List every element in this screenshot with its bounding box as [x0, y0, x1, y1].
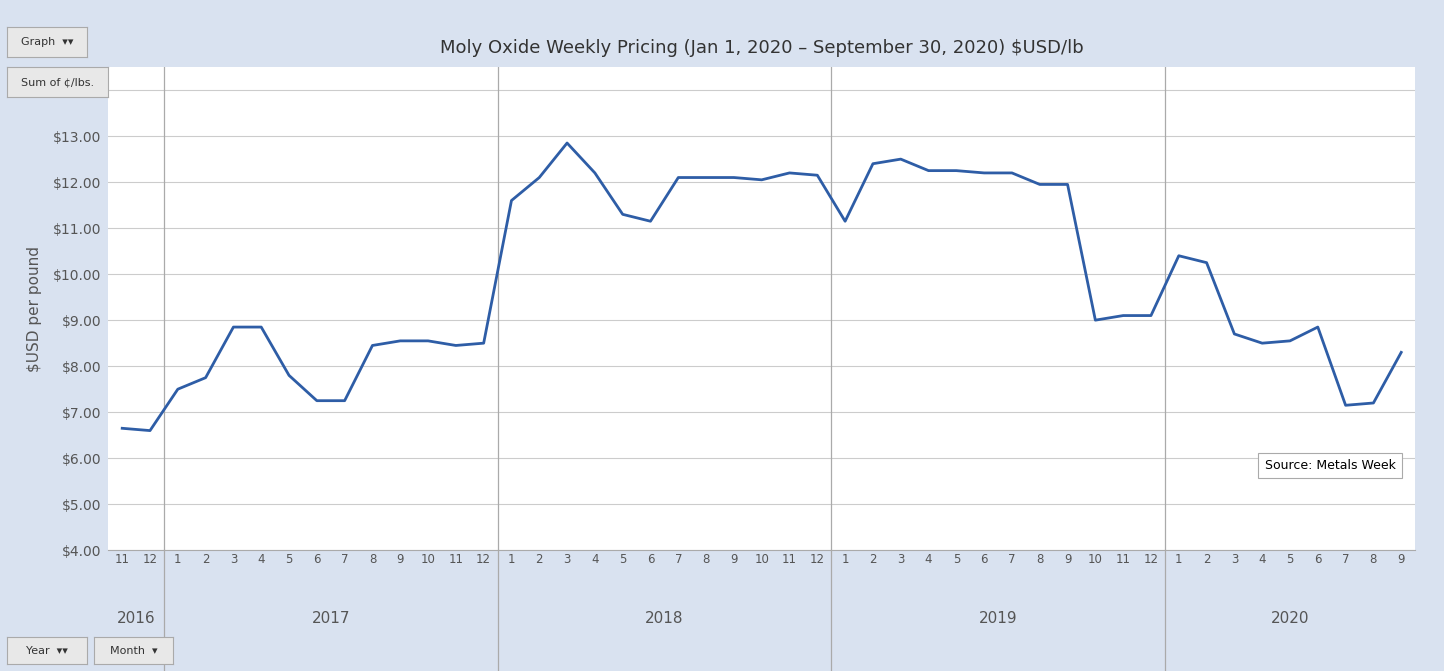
Text: 2018: 2018: [645, 611, 683, 625]
Text: Year  ▾▾: Year ▾▾: [26, 646, 68, 656]
Title: Moly Oxide Weekly Pricing (Jan 1, 2020 – September 30, 2020) $USD/lb: Moly Oxide Weekly Pricing (Jan 1, 2020 –…: [440, 39, 1083, 57]
Text: 2020: 2020: [1271, 611, 1310, 625]
Y-axis label: $USD per pound: $USD per pound: [27, 246, 42, 372]
Text: Graph  ▾▾: Graph ▾▾: [20, 37, 74, 47]
Text: Source: Metals Week: Source: Metals Week: [1265, 459, 1395, 472]
Text: 2017: 2017: [312, 611, 349, 625]
Text: Sum of ¢/lbs.: Sum of ¢/lbs.: [22, 77, 94, 87]
Text: 2019: 2019: [979, 611, 1018, 625]
Text: 2016: 2016: [117, 611, 156, 625]
Text: Month  ▾: Month ▾: [110, 646, 157, 656]
